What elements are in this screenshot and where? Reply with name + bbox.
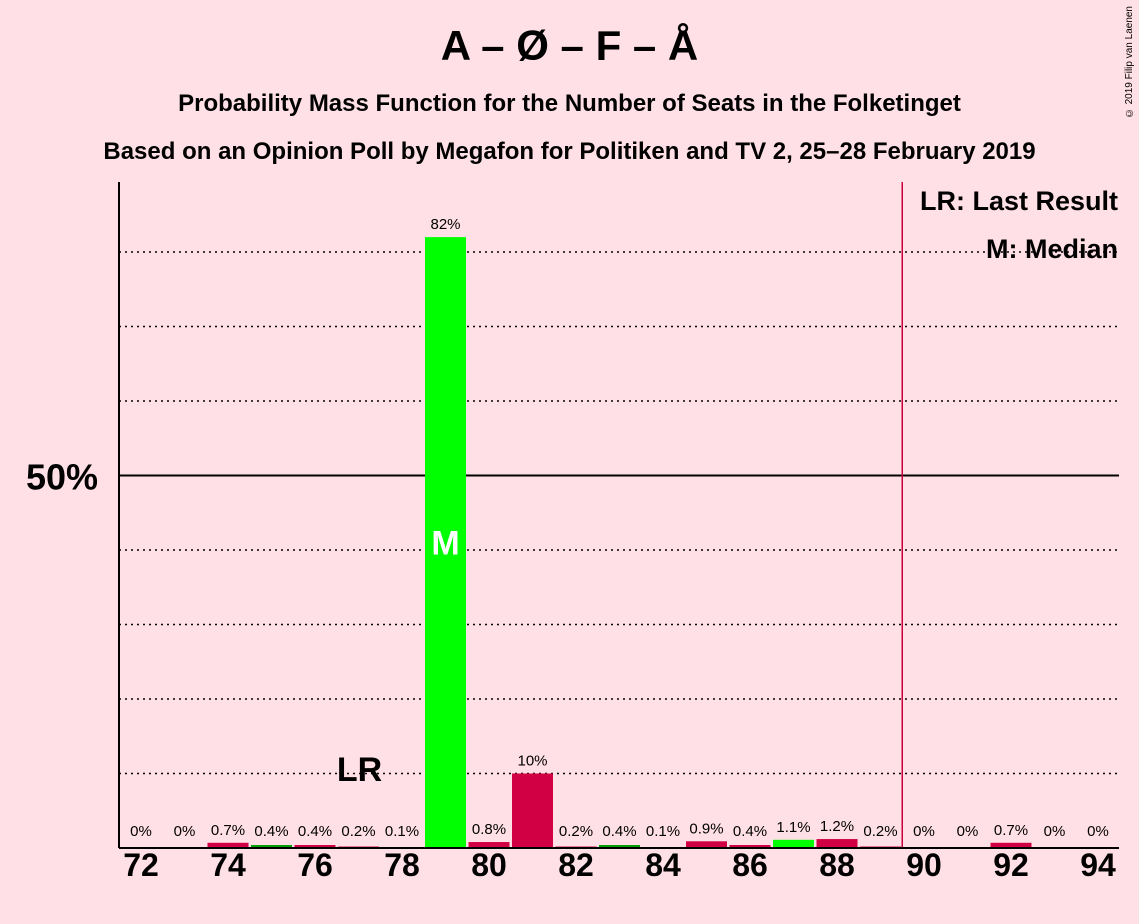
bar xyxy=(207,842,249,848)
x-tick-label: 92 xyxy=(993,847,1029,883)
last-result-marker: LR xyxy=(337,751,382,789)
x-tick-label: 90 xyxy=(906,847,942,883)
data-label: 0% xyxy=(957,823,979,840)
chart-title: A – Ø – F – Å xyxy=(440,22,699,69)
x-tick-label: 80 xyxy=(471,847,507,883)
bar xyxy=(468,842,510,848)
x-tick-label: 86 xyxy=(732,847,768,883)
bar xyxy=(990,842,1032,848)
x-tick-label: 78 xyxy=(384,847,420,883)
data-label: 0.8% xyxy=(472,821,506,838)
data-label: 1.1% xyxy=(776,819,810,836)
bar xyxy=(816,839,858,848)
x-tick-label: 72 xyxy=(123,847,159,883)
chart-subtitle-1: Probability Mass Function for the Number… xyxy=(178,90,961,117)
bar xyxy=(512,773,553,848)
data-label: 0% xyxy=(1087,823,1109,840)
data-label: 0.9% xyxy=(689,820,723,837)
legend-last-result: LR: Last Result xyxy=(920,186,1118,216)
data-label: 0.2% xyxy=(559,823,593,840)
bar xyxy=(686,841,727,848)
x-tick-label: 94 xyxy=(1080,847,1116,883)
data-label: 10% xyxy=(517,753,547,770)
data-label: 0% xyxy=(913,823,935,840)
median-marker: M xyxy=(431,525,459,563)
data-label: 0% xyxy=(130,823,152,840)
data-label: 0.4% xyxy=(733,823,767,840)
x-tick-label: 88 xyxy=(819,847,855,883)
bar xyxy=(773,839,814,848)
y-tick-label: 50% xyxy=(26,457,98,498)
data-label: 0% xyxy=(174,823,196,840)
data-label: 1.2% xyxy=(820,818,854,835)
bar xyxy=(599,845,640,848)
data-label: 0.4% xyxy=(298,823,332,840)
x-tick-label: 82 xyxy=(558,847,594,883)
data-label: 0% xyxy=(1044,823,1066,840)
data-label: 0.1% xyxy=(385,823,419,840)
data-label: 82% xyxy=(430,216,460,233)
x-tick-label: 84 xyxy=(645,847,681,883)
x-tick-label: 74 xyxy=(210,847,246,883)
chart-subtitle-2: Based on an Opinion Poll by Megafon for … xyxy=(103,138,1036,165)
bar xyxy=(425,237,466,849)
data-label: 0.7% xyxy=(994,822,1028,839)
legend-median: M: Median xyxy=(986,234,1118,264)
data-label: 0.2% xyxy=(863,823,897,840)
data-label: 0.1% xyxy=(646,823,680,840)
data-label: 0.2% xyxy=(341,823,375,840)
x-tick-label: 76 xyxy=(297,847,333,883)
bar xyxy=(251,845,292,848)
data-label: 0.7% xyxy=(211,822,245,839)
bar xyxy=(294,845,336,848)
data-label: 0.4% xyxy=(254,823,288,840)
bar xyxy=(729,845,771,848)
data-label: 0.4% xyxy=(602,823,636,840)
